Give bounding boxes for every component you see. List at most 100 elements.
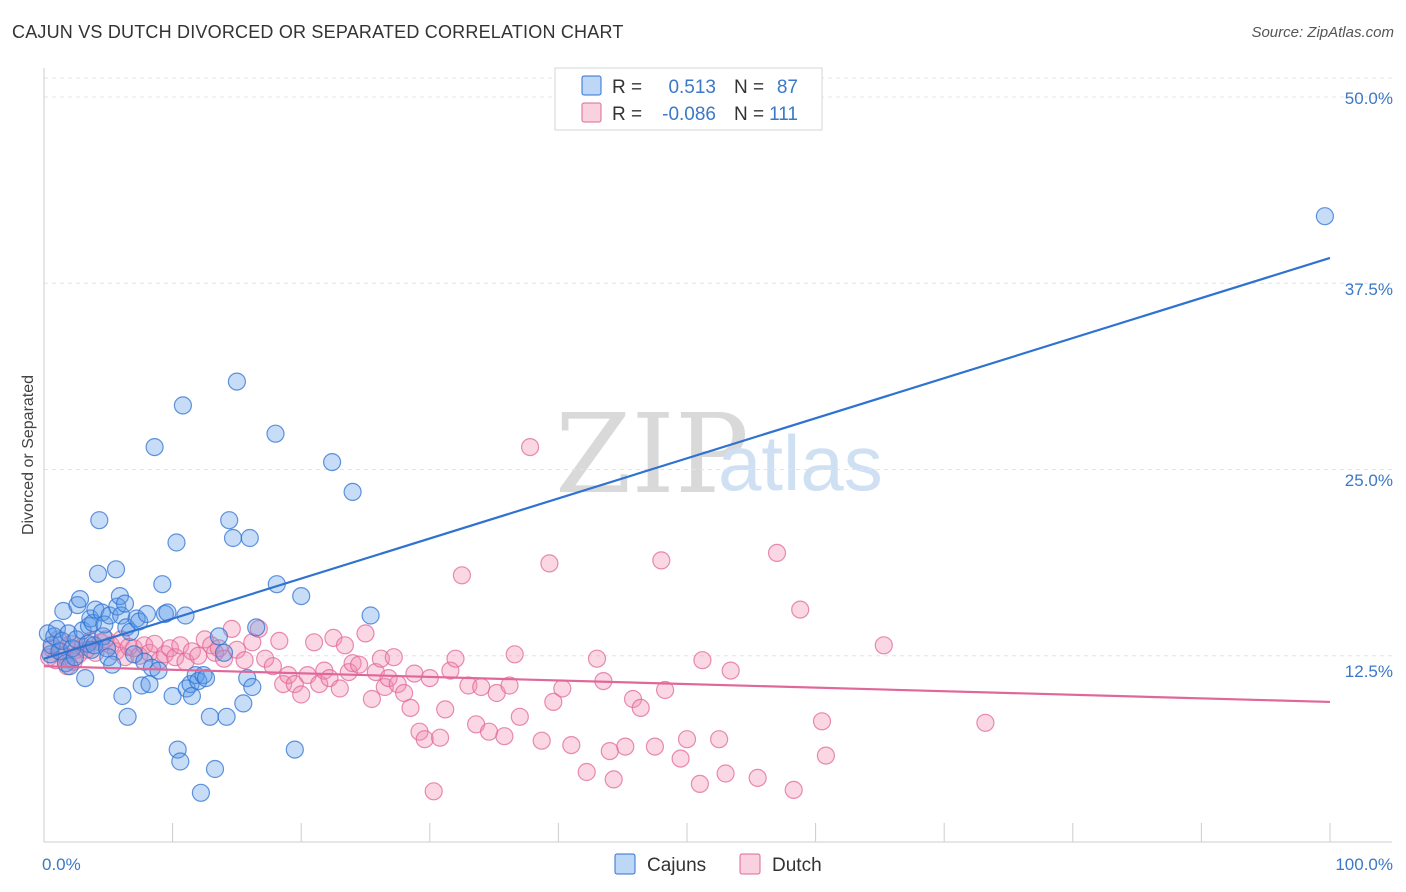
dutch-point-106 [645,737,665,756]
cajun-point-43 [124,645,144,664]
cajun-point-82 [247,618,266,637]
x-axis-ticks [172,823,1331,842]
cajun-point-53 [153,575,172,594]
dutch-point-116 [748,768,767,788]
cajun-point-78 [234,694,253,713]
dutch-point-115 [721,661,740,680]
cajun-point-72 [209,627,228,646]
y-tick-37-5: 37.5% [1345,280,1393,299]
cajun-point-37 [112,606,131,625]
legend-r-label-cajun: R = [612,77,642,98]
cajun-point-77 [227,372,246,391]
dutch-point-94 [540,554,559,573]
dutch-point-73 [405,664,424,683]
bottom-legend-dutch: Dutch [772,855,822,876]
cajun-point-29 [95,615,114,634]
x-tick-0: 0.0% [42,855,81,874]
cajun-point-57 [167,533,186,552]
dutch-point-102 [604,770,623,789]
dutch-point-109 [671,749,690,768]
cajun-point-86 [292,586,311,606]
cajun-point-89 [361,606,380,625]
cajun-point-39 [115,594,135,613]
dutch-point-101 [600,741,619,761]
dutch-point-123 [976,713,995,732]
bottom-legend-swatch-cajuns [614,853,636,875]
dutch-point-64 [362,689,381,709]
dutch-point-53 [305,633,324,652]
dutch-point-78 [431,728,450,747]
dutch-point-25 [140,643,159,662]
dutch-point-97 [562,735,581,755]
cajun-point-6 [52,631,72,651]
legend-n-value-dutch: 111 [769,104,798,125]
x-tick-100: 100.0% [1335,855,1393,874]
cajun-point-25 [88,564,108,583]
cajun-point-75 [220,511,239,530]
cajun-point-4 [47,619,67,639]
dutch-point-59 [335,636,354,655]
dutch-point-96 [553,679,572,698]
dutch-point-85 [472,677,491,697]
dutch-point-99 [587,649,607,668]
watermark-atlas: atlas [718,419,883,507]
dutch-point-86 [479,722,499,741]
cajun-point-87 [323,453,342,472]
legend-r-value-cajun: 0.513 [668,77,716,98]
cajun-point-76 [223,528,243,548]
dutch-point-121 [816,746,836,765]
cajun-point-73 [214,643,234,662]
source-label: Source: ZipAtlas.com [1251,24,1394,41]
legend-swatch-cajun [581,75,602,96]
dutch-point-120 [812,712,832,731]
legend-n-label-cajun: N = [734,77,764,98]
bottom-legend-swatch-dutch [739,853,761,875]
dutch-point-81 [446,649,465,668]
cajun-point-17 [76,668,95,688]
dutch-point-77 [424,782,443,801]
cajun-point-83 [266,424,285,443]
legend-n-value-cajun: 87 [777,77,798,98]
cajun-point-48 [137,604,156,624]
chart-title: CAJUN VS DUTCH DIVORCED OR SEPARATED COR… [12,22,624,42]
cajun-point-79 [238,668,257,688]
cajun-point-34 [106,560,126,579]
cajun-point-80 [240,528,259,548]
dutch-point-89 [500,676,519,695]
dutch-point-28 [155,645,174,664]
cajun-point-44 [127,609,146,628]
dutch-point-30 [166,648,185,667]
dutch-point-107 [652,551,671,570]
cajun-point-71 [205,759,225,779]
cajun-point-90 [1315,207,1335,226]
dutch-point-68 [379,668,398,688]
dutch-point-39 [214,649,234,668]
dutch-point-58 [330,679,349,698]
dutch-point-93 [532,731,551,750]
dutch-point-72 [401,698,420,718]
dutch-point-50 [285,674,304,694]
dutch-point-75 [415,730,434,749]
cajun-point-85 [285,740,304,759]
cajun-point-41 [118,707,137,726]
dutch-point-95 [544,692,563,712]
dutch-trend-line [43,665,1331,704]
dutch-point-98 [577,762,596,782]
dutch-point-60 [339,662,358,682]
cajun-series [38,207,1335,802]
dutch-point-82 [452,566,471,585]
watermark-zip: ZIP [555,390,749,518]
bottom-legend-cajuns: Cajuns [647,855,706,876]
dutch-point-46 [263,657,282,676]
dutch-point-103 [616,737,635,756]
trend-lines [43,256,1331,704]
dutch-point-122 [874,636,893,655]
cajun-point-69 [196,668,216,688]
dutch-point-111 [690,774,710,794]
y-tick-50: 50.0% [1345,89,1393,108]
cajun-point-22 [83,613,103,633]
dutch-point-110 [677,730,697,749]
correlation-legend: R = 0.513 N = 87 R = -0.086 N = 111 [554,67,823,131]
cajun-point-33 [103,655,122,674]
